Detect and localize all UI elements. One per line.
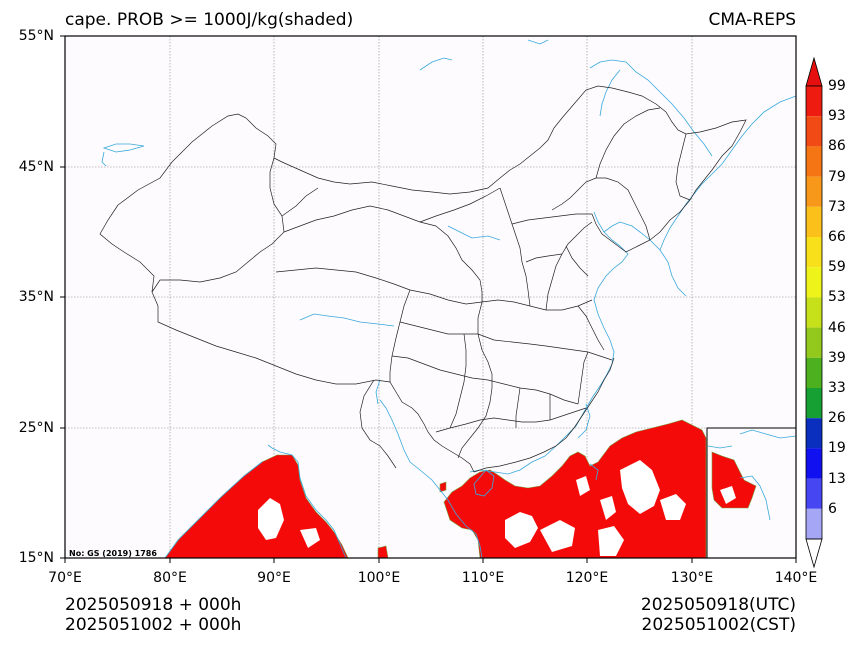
valid-time-cst: 2025051002(CST) [641,615,796,635]
colorbar-segment [806,418,822,449]
colorbar-tick-label: 99 [828,78,846,94]
colorbar-segment [806,237,822,268]
x-tick-label: 110°E [461,570,505,586]
x-tick-label: 140°E [774,570,818,586]
colorbar-segment [806,146,822,177]
colorbar-segment [806,508,822,539]
colorbar-tick-label: 66 [828,229,846,245]
colorbar-segment [806,267,822,298]
colorbar-min-extension [805,538,823,569]
y-tick-label: 55°N [18,28,54,44]
colorbar-border [805,85,823,540]
y-tick-label: 15°N [18,550,54,566]
colorbar-tick-label: 19 [828,440,846,457]
init-time-cst-line: 2025051002 + 000h [65,615,242,635]
x-tick-label: 130°E [670,570,714,586]
administrative-borders [99,85,747,473]
axis-ticks [60,35,797,563]
colorbar-tick-label: 53 [828,289,846,306]
colorbar-tick-label: 26 [828,410,846,427]
colorbar-tick-label: 93 [828,108,846,125]
colorbar-tick-label: 46 [828,319,846,336]
colorbar-segment [806,388,822,419]
colorbar-segment [806,297,822,328]
colorbar-tick-label: 33 [828,380,846,396]
valid-time: 2025050918(UTC) 2025051002(CST) [641,595,796,635]
x-tick-label: 70°E [48,570,82,586]
colorbar-segment [806,86,822,117]
colorbar-segment [806,478,822,509]
colorbar-max-extension [805,56,823,87]
x-tick-label: 80°E [153,570,187,586]
colorbar-segment [806,116,822,147]
colorbar-tick-label: 13 [828,470,846,487]
colorbar-segment [806,327,822,358]
y-tick-label: 25°N [18,420,54,436]
colorbar-tick-label: 6 [828,500,837,517]
y-tick-label: 35°N [18,289,54,305]
map-title: cape. PROB >= 1000J/kg(shaded) [65,10,354,30]
x-tick-label: 90°E [257,570,291,586]
colorbar-segment [806,176,822,207]
model-name: CMA-REPS [708,10,796,30]
colorbar-tick-label: 79 [828,168,846,185]
map-approval-note: No: GS (2019) 1786 [69,549,157,558]
valid-time-utc: 2025050918(UTC) [640,595,796,615]
colorbar-segment [806,206,822,237]
colorbar [805,56,823,569]
shading-holes [258,460,736,556]
colorbar-segment [806,448,822,479]
x-tick-label: 100°E [357,570,401,586]
colorbar-tick-label: 59 [828,259,846,276]
coastlines-and-rivers [101,39,797,559]
colorbar-tick-label: 39 [828,349,846,366]
colorbar-segment [806,357,822,388]
init-time-utc-line: 2025050918 + 000h [65,595,242,615]
y-tick-label: 45°N [18,159,54,175]
colorbar-tick-label: 73 [828,198,846,215]
x-tick-label: 120°E [565,570,609,586]
colorbar-tick-label: 86 [828,138,846,155]
init-forecast-time: 2025050918 + 000h 2025051002 + 000h [65,595,241,635]
